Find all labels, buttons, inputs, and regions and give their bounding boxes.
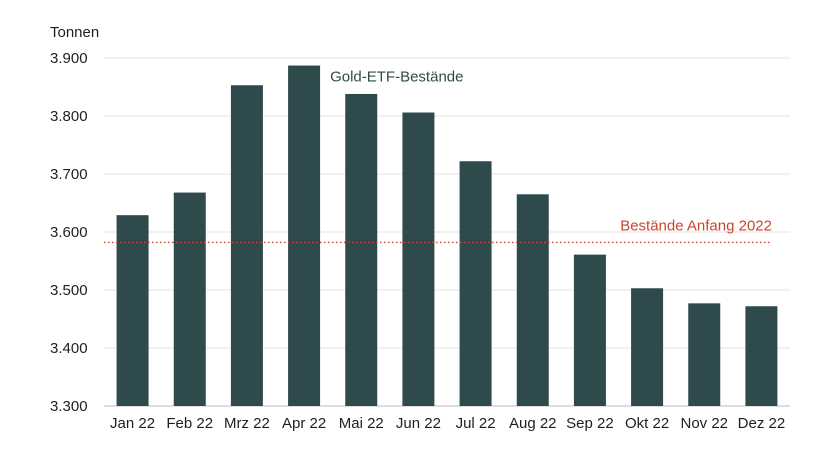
bar	[745, 306, 778, 406]
x-tick-label: Jul 22	[456, 415, 496, 432]
x-tick-label: Nov 22	[680, 415, 728, 432]
y-tick-label: 3.400	[50, 340, 88, 357]
bar	[688, 303, 721, 406]
x-tick-label: Mrz 22	[224, 415, 270, 432]
reference-line-label: Bestände Anfang 2022	[620, 217, 772, 234]
bar	[288, 65, 321, 406]
x-tick-label: Jun 22	[396, 415, 441, 432]
y-tick-label: 3.600	[50, 224, 88, 241]
grid-lines	[104, 57, 790, 407]
x-tick-label: Sep 22	[566, 415, 614, 432]
x-tick-label: Apr 22	[282, 415, 326, 432]
x-tick-label: Jan 22	[110, 415, 155, 432]
y-tick-label: 3.900	[50, 50, 88, 67]
y-axis-unit-label: Tonnen	[50, 24, 99, 41]
bar-series	[116, 65, 778, 407]
bar	[345, 93, 378, 407]
x-tick-label: Mai 22	[339, 415, 384, 432]
y-tick-label: 3.300	[50, 398, 88, 415]
bar	[573, 254, 606, 406]
bar	[631, 288, 664, 406]
series-label: Gold-ETF-Bestände	[330, 69, 463, 86]
bar	[459, 161, 492, 406]
bar	[402, 112, 435, 407]
x-tick-label: Dez 22	[738, 415, 786, 432]
y-tick-label: 3.700	[50, 166, 88, 183]
bar	[230, 85, 263, 406]
bar	[173, 192, 206, 406]
bar	[516, 194, 549, 406]
bar	[116, 215, 149, 406]
y-axis-ticks: 3.300 3.400 3.500 3.600 3.700 3.800 3.900	[50, 50, 88, 415]
y-tick-label: 3.500	[50, 282, 88, 299]
y-tick-label: 3.800	[50, 108, 88, 125]
x-axis-ticks: Jan 22 Feb 22 Mrz 22 Apr 22 Mai 22 Jun 22 Jul …	[110, 415, 785, 432]
x-tick-label: Aug 22	[509, 415, 557, 432]
x-tick-label: Okt 22	[625, 415, 669, 432]
x-tick-label: Feb 22	[166, 415, 213, 432]
